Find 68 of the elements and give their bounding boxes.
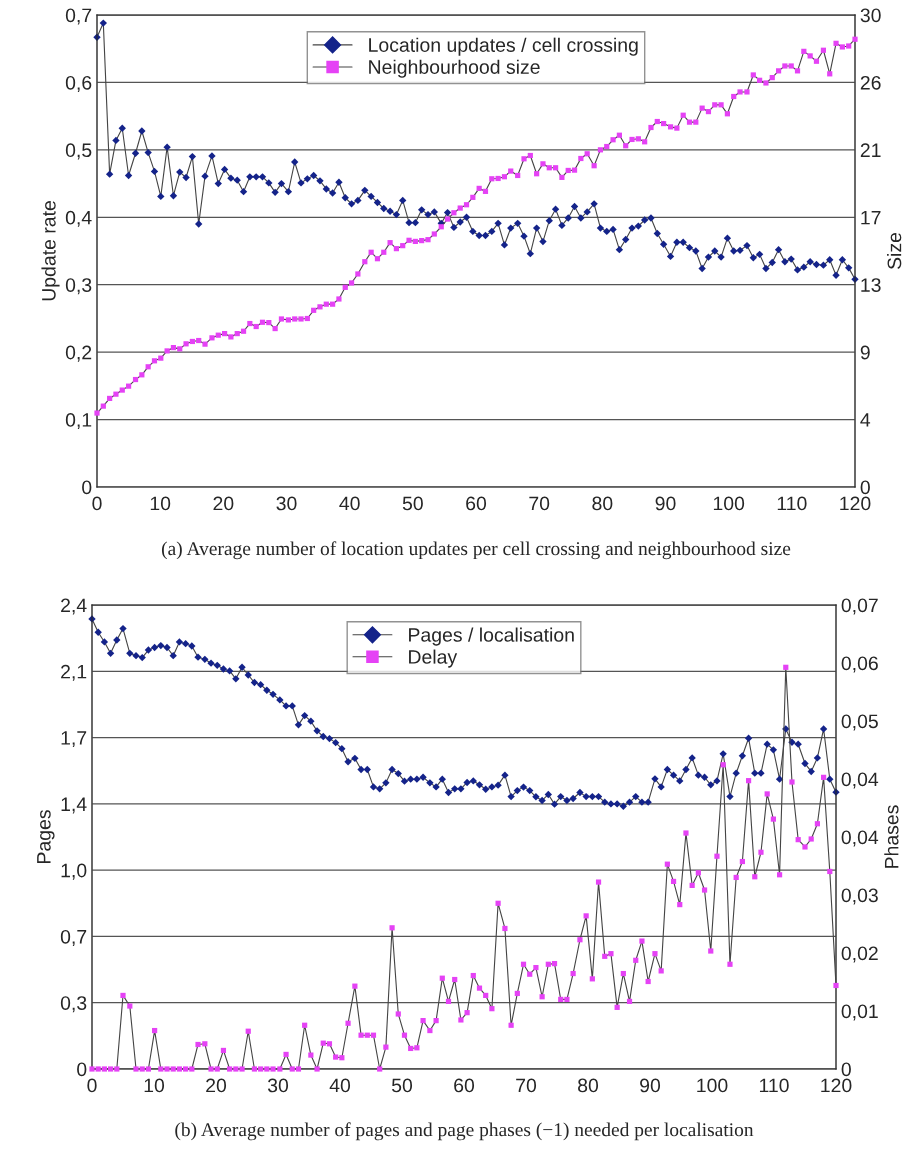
- x-tick-label: 20: [213, 496, 234, 511]
- x-tick-label: 30: [267, 1078, 289, 1093]
- x-tick-label: 0: [92, 496, 102, 511]
- y-tick-label: 0,4: [65, 210, 92, 227]
- x-tick-label: 90: [640, 1078, 661, 1093]
- x-tick-label: 60: [454, 1078, 475, 1093]
- y2-tick-label: 0: [860, 480, 870, 495]
- y-tick-label: 0,7: [60, 929, 87, 946]
- legend-label: Delay: [409, 649, 458, 668]
- y-tick-label: 1,4: [61, 797, 87, 814]
- y2-axis-title: Size: [887, 232, 902, 270]
- y-tick-label: 0,5: [65, 143, 92, 160]
- y2-tick-label: 0,05: [841, 714, 878, 731]
- legend-label: Neighbourhood size: [369, 59, 540, 78]
- x-tick-label: 40: [329, 1078, 351, 1093]
- x-tick-label: 110: [759, 1078, 789, 1093]
- y-tick-label: 2,4: [61, 598, 87, 615]
- y2-tick-label: 0,04: [841, 830, 879, 847]
- text: (b) Average number of pages and page phases (−1) needed per localisation: [175, 1122, 754, 1141]
- y-tick-label: 0,1: [65, 413, 92, 430]
- y2-tick-label: 0,07: [841, 598, 878, 615]
- y-tick-label: 0,2: [65, 345, 92, 362]
- y2-axis-title: Phases: [884, 805, 899, 868]
- y2-tick-label: 9: [860, 345, 870, 360]
- x-tick-label: 60: [466, 496, 487, 511]
- y-tick-label: 0: [82, 480, 92, 495]
- y-axis-title: Pages: [37, 810, 55, 863]
- x-tick-label: 100: [697, 1078, 728, 1093]
- y2-tick-label: 30: [860, 8, 881, 23]
- y-tick-label: 0,7: [65, 8, 92, 25]
- legend-label: Location updates / cell crossing: [369, 37, 638, 56]
- x-tick-label: 120: [840, 496, 871, 511]
- y2-tick-label: 0,04: [841, 772, 879, 789]
- x-tick-label: 50: [402, 496, 423, 511]
- y-tick-label: 1,0: [61, 863, 87, 880]
- x-tick-label: 70: [516, 1078, 537, 1093]
- x-tick-label: 30: [276, 496, 297, 511]
- x-tick-label: 80: [592, 496, 613, 511]
- x-tick-label: 20: [206, 1078, 227, 1093]
- x-tick-label: 70: [529, 496, 550, 511]
- x-tick-label: 50: [391, 1078, 413, 1093]
- y2-tick-label: 0: [841, 1062, 851, 1077]
- y-tick-label: 2,1: [61, 664, 87, 681]
- y2-tick-label: 21: [860, 143, 881, 157]
- y2-tick-label: 4: [860, 413, 871, 427]
- legend-label: Pages / localisation: [409, 627, 574, 646]
- y-tick-label: 0,6: [65, 75, 92, 92]
- x-tick-label: 80: [578, 1078, 599, 1093]
- x-tick-label: 110: [777, 496, 807, 511]
- y2-tick-label: 0,03: [841, 888, 878, 905]
- x-tick-label: 10: [150, 496, 171, 511]
- y-tick-label: 0,3: [65, 278, 92, 295]
- y-tick-label: 0,3: [60, 996, 87, 1013]
- y-axis-title: Update rate: [41, 201, 60, 301]
- text: (a) Average number of location updates per cell crossing and neighbourhood size: [161, 541, 791, 560]
- y2-tick-label: 13: [861, 278, 881, 292]
- x-tick-label: 90: [655, 496, 676, 511]
- y2-tick-label: 17: [861, 210, 881, 225]
- x-tick-label: 10: [144, 1078, 165, 1093]
- y2-tick-label: 0,06: [841, 656, 878, 673]
- y-tick-label: 0: [77, 1062, 87, 1077]
- y-tick-label: 1,7: [61, 731, 87, 748]
- x-tick-label: 40: [339, 496, 360, 511]
- x-tick-label: 120: [821, 1078, 852, 1093]
- x-tick-label: 100: [713, 496, 745, 511]
- y2-tick-label: 0,01: [841, 1004, 878, 1021]
- y2-tick-label: 0,02: [841, 946, 878, 963]
- y2-tick-label: 26: [860, 75, 881, 90]
